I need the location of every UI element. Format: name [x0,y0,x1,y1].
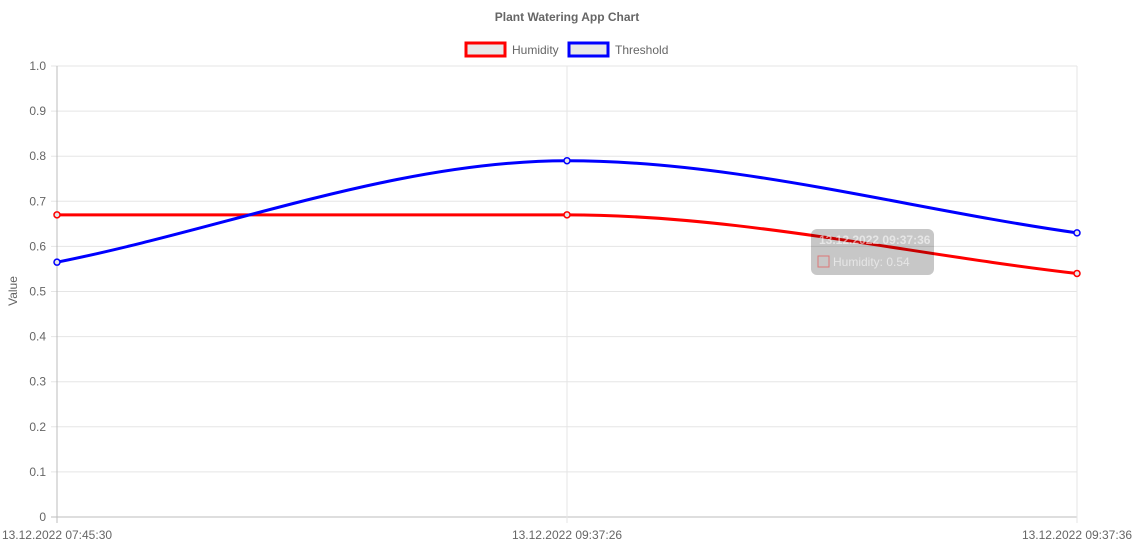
chart-tooltip: 13.12.2022 09:37:36 Humidity: 0.54 [811,229,934,275]
legend-swatch-humidity [464,41,507,58]
legend-item-threshold[interactable]: Threshold [567,41,668,58]
data-points [53,156,1081,278]
data-point-threshold[interactable] [1073,229,1081,237]
data-point-threshold[interactable] [563,156,571,165]
y-tick-label: 0.1 [29,465,46,479]
tooltip-title: 13.12.2022 09:37:36 [819,233,931,247]
y-tick-label: 0.3 [29,375,46,389]
legend: Humidity Threshold [464,41,668,58]
y-tick-label: 0.4 [29,330,46,344]
tooltip-body: Humidity: 0.54 [833,255,910,269]
y-tick-label: 0 [39,510,46,524]
y-tick-label: 0.9 [29,104,46,118]
legend-item-humidity[interactable]: Humidity [464,41,559,58]
y-tick-label: 0.8 [29,149,46,163]
y-tick-label: 0.5 [29,285,46,299]
y-tick-labels: 0 0.1 0.2 0.3 0.4 0.5 0.6 0.7 0.8 0.9 1.0 [29,59,46,524]
x-tick-label: 13.12.2022 07:45:30 [2,528,112,542]
grid-lines [51,65,1078,523]
y-tick-label: 0.2 [29,420,46,434]
data-point-humidity[interactable] [1073,269,1081,278]
y-tick-label: 0.7 [29,194,46,208]
y-tick-label: 1.0 [29,59,46,73]
data-point-threshold[interactable] [53,258,61,266]
legend-label-humidity: Humidity [512,43,559,57]
data-point-humidity[interactable] [563,211,571,219]
tooltip-swatch [817,255,830,268]
tooltip-box [811,229,934,275]
y-axis-label: Value [6,276,20,306]
x-tick-labels: 13.12.2022 07:45:30 13.12.2022 09:37:26 13… [2,528,1132,542]
chart-title: Plant Watering App Chart [495,10,639,24]
x-tick-label: 13.12.2022 09:37:36 [1022,528,1132,542]
legend-swatch-threshold [567,41,610,58]
data-point-humidity[interactable] [53,211,61,219]
x-tick-label: 13.12.2022 09:37:26 [512,528,622,542]
legend-label-threshold: Threshold [615,43,668,57]
y-tick-label: 0.6 [29,239,46,253]
